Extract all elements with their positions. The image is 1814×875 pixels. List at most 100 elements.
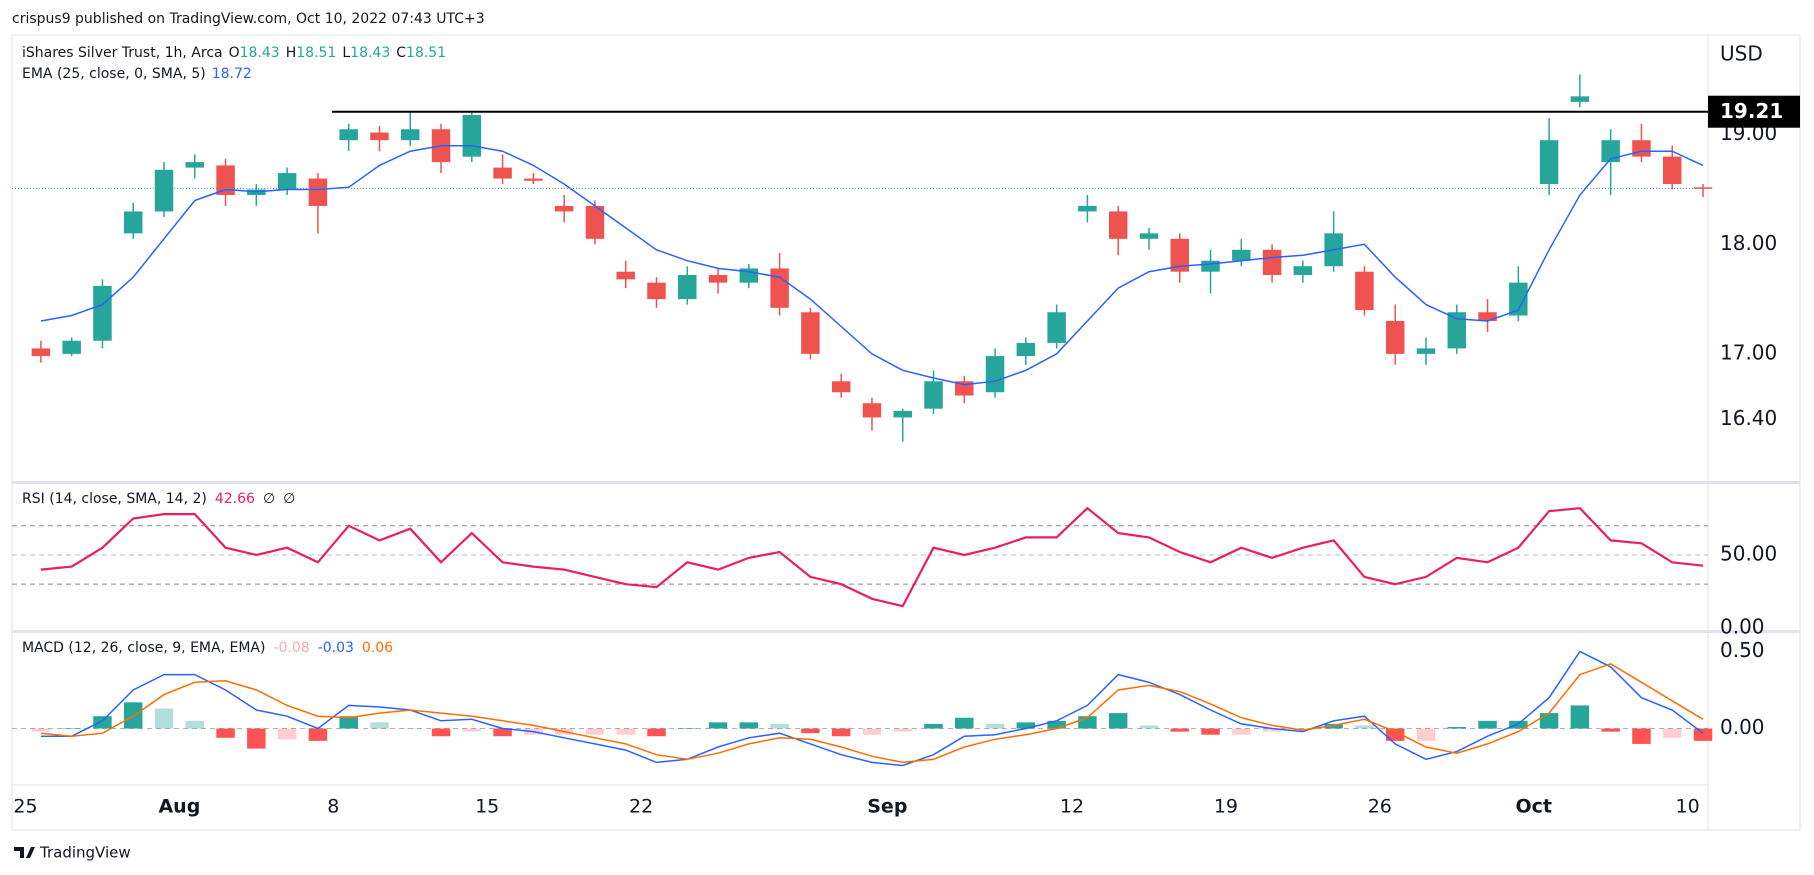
histogram-bar bbox=[770, 723, 789, 729]
frame bbox=[11, 34, 1801, 831]
histogram-bar bbox=[1601, 728, 1620, 732]
histogram-bar bbox=[247, 728, 266, 749]
legend-value: 42.66 bbox=[215, 491, 255, 507]
x-tick-label: 26 bbox=[1368, 796, 1392, 818]
candle-body bbox=[31, 348, 51, 357]
candle-body bbox=[1078, 205, 1097, 212]
legend-title: iShares Silver Trust, 1h, Arca bbox=[22, 45, 223, 61]
candle-body bbox=[678, 274, 697, 300]
histogram-bar bbox=[1539, 713, 1559, 729]
candle-body bbox=[370, 132, 389, 141]
candle-body bbox=[770, 268, 789, 308]
x-tick-label: 8 bbox=[327, 796, 339, 818]
candle-body bbox=[1170, 238, 1189, 272]
histogram-bar bbox=[739, 722, 759, 729]
legend: RSI (14, close, SMA, 14, 2) 42.66 ∅ ∅ bbox=[22, 491, 295, 507]
histogram-bar bbox=[1385, 728, 1405, 741]
legend-key: O bbox=[229, 45, 240, 61]
candle-body bbox=[308, 178, 328, 206]
level-label-box bbox=[1708, 95, 1800, 128]
histogram-bar bbox=[801, 728, 820, 734]
candle-body bbox=[1385, 321, 1405, 354]
publisher: crispus9 published on TradingView.com, O… bbox=[12, 11, 485, 27]
histogram-bar bbox=[893, 728, 912, 732]
candle-body bbox=[185, 162, 205, 168]
logo bbox=[14, 847, 35, 858]
candle-body bbox=[585, 205, 605, 239]
ema-line bbox=[40, 144, 1704, 386]
legend-value: -0.08 bbox=[273, 640, 309, 656]
candle-body bbox=[862, 403, 882, 418]
candle-body bbox=[801, 312, 820, 354]
histogram-bar bbox=[62, 728, 81, 730]
y-tick-label: 50.00 bbox=[1720, 541, 1777, 565]
histogram-bar bbox=[585, 728, 605, 735]
histogram-bar bbox=[1570, 705, 1590, 729]
histogram-bar bbox=[647, 728, 666, 737]
candle-body bbox=[1478, 312, 1497, 322]
histogram-bar bbox=[1293, 728, 1313, 731]
x-tick-label: Oct bbox=[1515, 796, 1552, 818]
legend-value: 18.51 bbox=[406, 45, 446, 61]
candle-body bbox=[339, 129, 358, 141]
legend-value: 0.06 bbox=[362, 640, 393, 656]
histogram-bar bbox=[431, 728, 451, 737]
y-tick-label: 0.50 bbox=[1720, 638, 1765, 662]
legend-value: -0.03 bbox=[318, 640, 354, 656]
histogram-bar bbox=[1170, 728, 1189, 732]
candle-body bbox=[93, 285, 112, 341]
level-label: 19.21 bbox=[1720, 99, 1783, 123]
histogram-bar bbox=[1447, 726, 1467, 729]
legend-name: EMA (25, close, 0, SMA, 5) bbox=[22, 66, 206, 82]
legend-extra: ∅ bbox=[263, 491, 275, 507]
candle-body bbox=[401, 129, 420, 141]
y-tick-label: 18.00 bbox=[1720, 231, 1777, 255]
histogram-bar bbox=[955, 717, 974, 729]
candle-body bbox=[277, 173, 297, 190]
histogram-bar bbox=[185, 720, 205, 729]
candle-body bbox=[554, 205, 574, 212]
legend-title: RSI (14, close, SMA, 14, 2) bbox=[22, 491, 207, 507]
candle-body bbox=[616, 271, 635, 280]
histogram-bar bbox=[1416, 728, 1436, 741]
legend: EMA (25, close, 0, SMA, 5) 18.72 bbox=[22, 66, 252, 82]
currency: USD bbox=[1720, 42, 1763, 66]
y-tick-label: 0.00 bbox=[1720, 715, 1765, 739]
candle-body bbox=[708, 274, 728, 283]
candle-body bbox=[1570, 96, 1590, 102]
histogram-bar bbox=[985, 723, 1005, 729]
y-tick-label: 16.40 bbox=[1720, 406, 1777, 430]
candle-body bbox=[1447, 312, 1467, 349]
candle-body bbox=[893, 410, 912, 418]
legend: iShares Silver Trust, 1h, Arca O18.43 H 18.… bbox=[22, 45, 446, 61]
x-tick-label: 25 bbox=[13, 796, 37, 818]
legend-key: H bbox=[286, 45, 297, 61]
candle-body bbox=[1139, 233, 1159, 239]
candle-body bbox=[1293, 266, 1313, 275]
legend-key: C bbox=[396, 45, 406, 61]
candle-body bbox=[1047, 312, 1066, 343]
legend-title: MACD (12, 26, close, 9, EMA, EMA) bbox=[22, 640, 265, 656]
histogram-bar bbox=[1016, 722, 1036, 729]
candle-body bbox=[1693, 187, 1713, 189]
histogram-bar bbox=[370, 722, 389, 729]
x-tick-label: 12 bbox=[1060, 796, 1084, 818]
candle-body bbox=[1108, 211, 1128, 239]
histogram-bar bbox=[1139, 725, 1159, 729]
candle-body bbox=[647, 282, 666, 300]
candle-body bbox=[924, 381, 943, 409]
histogram-bar bbox=[93, 716, 112, 729]
candle-body bbox=[1416, 348, 1436, 354]
macd-line bbox=[40, 650, 1704, 767]
histogram-bar bbox=[1262, 728, 1282, 732]
candle-body bbox=[1632, 140, 1651, 157]
candle-body bbox=[123, 211, 143, 234]
histogram-bar bbox=[1232, 728, 1251, 735]
y-tick-label: 0.00 bbox=[1720, 614, 1765, 638]
histogram-bar bbox=[1047, 720, 1066, 729]
candle-body bbox=[1355, 271, 1374, 311]
candle-body bbox=[1262, 249, 1282, 275]
histogram-bar bbox=[1355, 725, 1374, 729]
legend-value: 18.43 bbox=[240, 45, 280, 61]
histogram-bar bbox=[1632, 728, 1651, 744]
